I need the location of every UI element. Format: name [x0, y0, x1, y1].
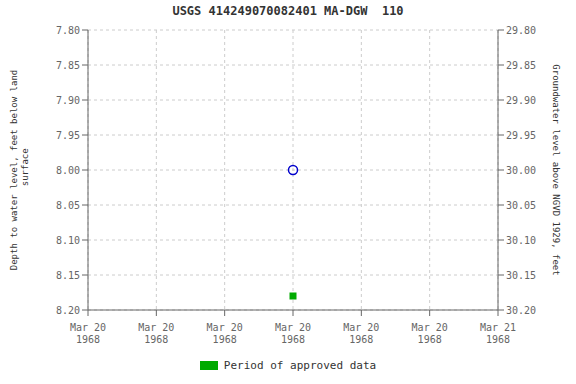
svg-text:7.95: 7.95 [56, 130, 80, 141]
svg-text:30.20: 30.20 [506, 305, 536, 316]
svg-text:Depth to water level, feet bel: Depth to water level, feet below land su… [9, 70, 29, 270]
svg-text:29.95: 29.95 [506, 130, 536, 141]
svg-text:8.15: 8.15 [56, 270, 80, 281]
svg-text:Mar 201968: Mar 201968 [412, 322, 448, 345]
svg-text:29.85: 29.85 [506, 60, 536, 71]
svg-text:8.05: 8.05 [56, 200, 80, 211]
svg-text:7.90: 7.90 [56, 95, 80, 106]
svg-text:Mar 201968: Mar 201968 [275, 322, 311, 345]
html-text:USGS 414249070082401 MA-DGW 11: USGS 414249070082401 MA-DGW 110 [172, 4, 404, 18]
svg-text:8.10: 8.10 [56, 235, 80, 246]
svg-text:30.10: 30.10 [506, 235, 536, 246]
svg-text:7.85: 7.85 [56, 60, 80, 71]
svg-text:Mar 201968: Mar 201968 [343, 322, 379, 345]
svg-text:Groundwater level above NGVD 1: Groundwater level above NGVD 1929, feet [551, 64, 561, 275]
svg-text:8.20: 8.20 [56, 305, 80, 316]
svg-text:Mar 201968: Mar 201968 [207, 322, 243, 345]
html-text:Period of approved data: Period of approved data [223, 358, 377, 372]
svg-text:30.15: 30.15 [506, 270, 536, 281]
svg-text:30.00: 30.00 [506, 165, 536, 176]
svg-text:Mar 211968: Mar 211968 [480, 322, 516, 345]
svg-text:Mar 201968: Mar 201968 [70, 322, 106, 345]
svg-text:Mar 201968: Mar 201968 [138, 322, 174, 345]
svg-text:29.80: 29.80 [506, 25, 536, 36]
svg-text:30.05: 30.05 [506, 200, 536, 211]
svg-text:29.90: 29.90 [506, 95, 536, 106]
svg-text:7.80: 7.80 [56, 25, 80, 36]
svg-text:8.00: 8.00 [56, 165, 80, 176]
